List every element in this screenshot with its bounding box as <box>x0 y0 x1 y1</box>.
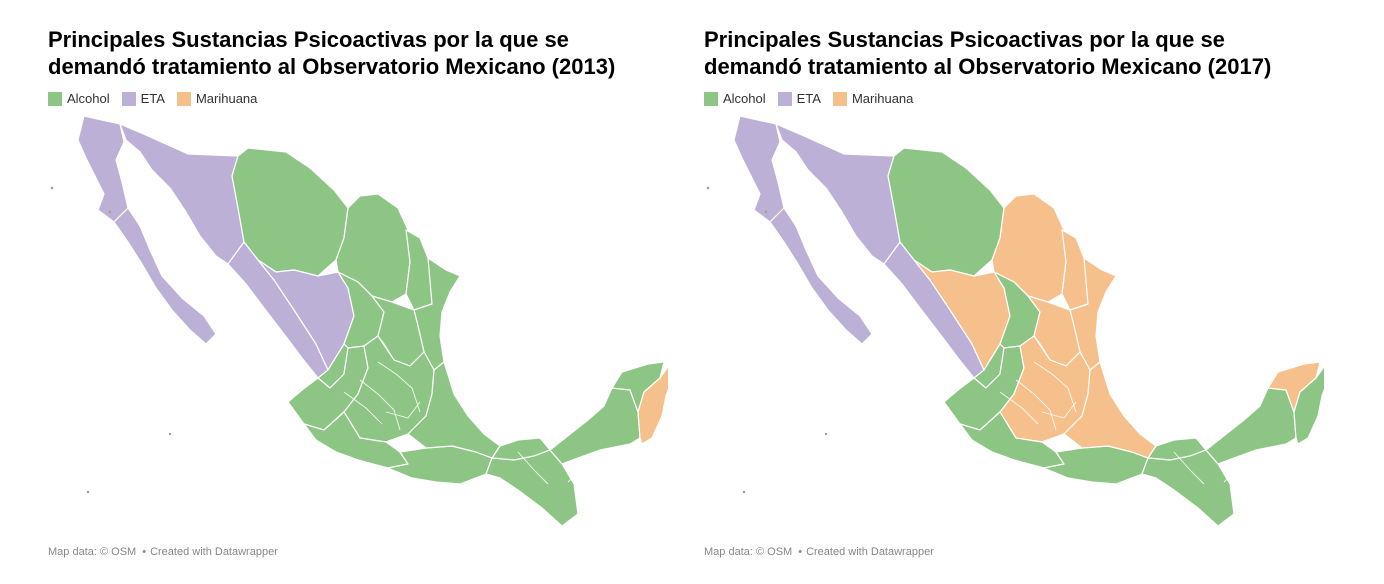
legend-label: ETA <box>796 91 821 106</box>
island-marker <box>86 490 90 494</box>
internal-border <box>1173 451 1205 485</box>
region-baja-california-sur[interactable] <box>769 207 873 345</box>
map-footer: Map data: © OSM • Created with Datawrapper <box>704 546 934 558</box>
region-quintana-roo[interactable] <box>637 364 668 445</box>
island-marker <box>764 210 768 214</box>
legend-item-eta: ETA <box>121 91 165 106</box>
legend-swatch-alcohol <box>48 91 62 106</box>
region-quintana-roo[interactable] <box>1293 364 1324 445</box>
region-coahuila[interactable] <box>991 193 1067 303</box>
legend-label: Alcohol <box>723 91 766 106</box>
map-panel-2013: Principales Sustancias Psicoactivas por … <box>0 0 668 584</box>
map-source: Map data: © OSM <box>704 546 793 558</box>
internal-border <box>385 401 421 419</box>
region-sonora[interactable] <box>119 123 245 265</box>
region-coahuila[interactable] <box>335 193 411 303</box>
region-sonora[interactable] <box>775 123 901 265</box>
region-baja-california[interactable] <box>77 115 129 223</box>
legend: Alcohol ETA Marihuana <box>704 91 913 106</box>
legend-item-marihuana: Marihuana <box>176 91 258 106</box>
region-baja-california-sur[interactable] <box>113 207 217 345</box>
legend-swatch-alcohol <box>704 91 718 106</box>
region-chiapas[interactable] <box>485 449 579 527</box>
internal-border <box>359 379 401 431</box>
mexico-choropleth-map <box>706 115 1324 527</box>
island-marker <box>168 432 172 436</box>
island-marker <box>706 186 710 190</box>
region-chihuahua[interactable] <box>887 147 1005 277</box>
legend-label: ETA <box>140 91 165 106</box>
region-campeche[interactable] <box>1205 387 1297 465</box>
legend-swatch-eta <box>121 91 136 106</box>
region-campeche[interactable] <box>549 387 641 465</box>
island-marker <box>824 432 828 436</box>
internal-border <box>517 451 549 485</box>
legend: Alcohol ETA Marihuana <box>48 91 257 106</box>
legend-label: Marihuana <box>851 91 914 106</box>
legend-label: Marihuana <box>195 91 258 106</box>
island-marker <box>50 186 54 190</box>
legend-swatch-marihuana <box>176 91 191 106</box>
region-baja-california[interactable] <box>733 115 785 223</box>
legend-swatch-eta <box>777 91 792 106</box>
internal-border <box>1033 361 1077 413</box>
island-marker <box>742 490 746 494</box>
map-source: Map data: © OSM <box>48 546 137 558</box>
internal-border <box>1223 457 1267 483</box>
island-marker <box>108 210 112 214</box>
internal-border <box>999 391 1039 425</box>
internal-border <box>567 457 611 483</box>
region-chiapas[interactable] <box>1141 449 1235 527</box>
legend-item-marihuana: Marihuana <box>832 91 914 106</box>
map-credit: Created with Datawrapper <box>806 546 934 558</box>
mexico-choropleth-map <box>50 115 668 527</box>
legend-item-alcohol: Alcohol <box>48 91 110 106</box>
legend-swatch-marihuana <box>832 91 847 106</box>
map-title: Principales Sustancias Psicoactivas por … <box>48 27 616 79</box>
legend-item-eta: ETA <box>777 91 821 106</box>
internal-border <box>343 391 383 425</box>
legend-label: Alcohol <box>67 91 110 106</box>
region-veracruz[interactable] <box>407 361 501 459</box>
internal-border <box>377 361 421 413</box>
region-chihuahua[interactable] <box>231 147 349 277</box>
legend-item-alcohol: Alcohol <box>704 91 766 106</box>
internal-border <box>1041 401 1077 419</box>
map-panel-2017: Principales Sustancias Psicoactivas por … <box>656 0 1324 584</box>
map-credit: Created with Datawrapper <box>150 546 278 558</box>
map-title: Principales Sustancias Psicoactivas por … <box>704 27 1272 79</box>
region-veracruz[interactable] <box>1063 361 1157 459</box>
internal-border <box>1015 379 1057 431</box>
map-footer: Map data: © OSM • Created with Datawrapper <box>48 546 278 558</box>
